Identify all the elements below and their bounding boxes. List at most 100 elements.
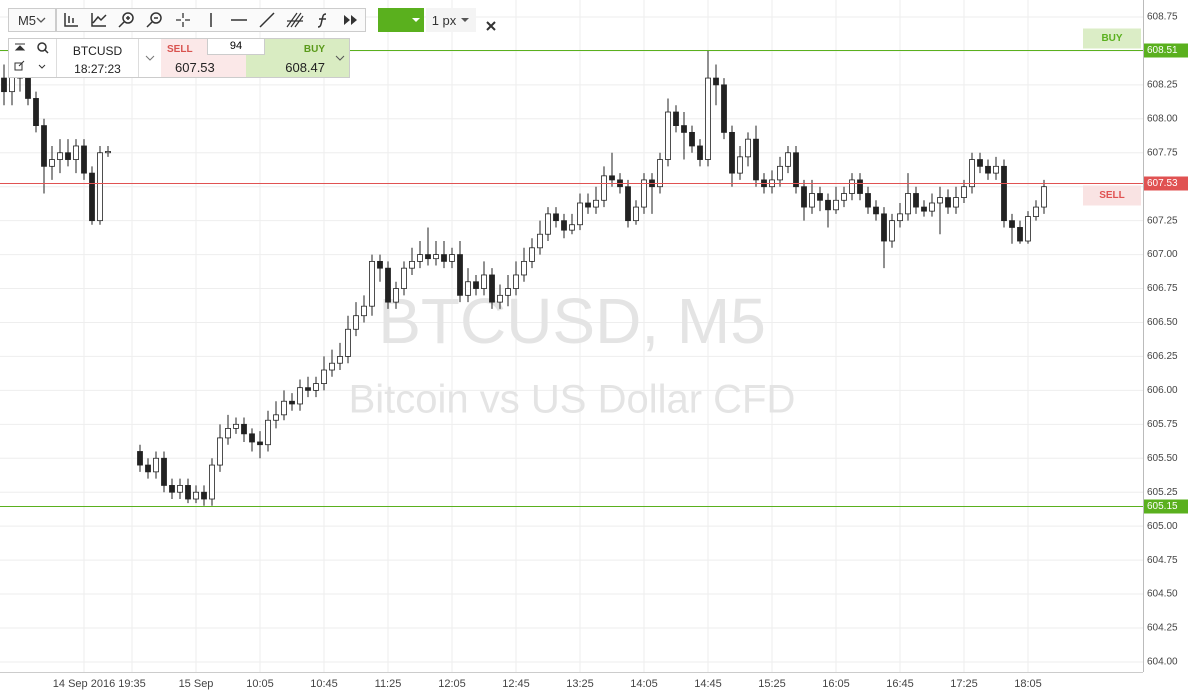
- candle-body: [521, 260, 527, 276]
- candle-body: [817, 193, 823, 201]
- x-tick-label: 10:45: [310, 678, 338, 690]
- y-tick-label: 607.75: [1147, 147, 1178, 158]
- y-tick-label: 604.75: [1147, 555, 1178, 566]
- candle-body: [961, 186, 967, 198]
- candle-body: [977, 159, 983, 167]
- close-button[interactable]: [484, 19, 498, 33]
- candle-body: [177, 485, 183, 493]
- x-tick-label: 16:05: [822, 678, 850, 690]
- candle-body: [697, 145, 703, 160]
- candle-body: [1041, 186, 1047, 208]
- candle-body: [89, 172, 95, 222]
- tool-icon[interactable]: [257, 11, 277, 29]
- candle-body: [609, 175, 615, 181]
- x-tick-label: 16:45: [886, 678, 914, 690]
- tool-icon[interactable]: [89, 11, 109, 29]
- tool-icon[interactable]: [61, 11, 81, 29]
- candle-body: [41, 125, 47, 167]
- tool-group: [56, 8, 366, 32]
- tool-icon[interactable]: [229, 11, 249, 29]
- candle-body: [785, 152, 791, 167]
- y-tick-label: 607.00: [1147, 249, 1178, 260]
- y-tick-label: 605.00: [1147, 521, 1178, 532]
- candle-body: [729, 131, 735, 174]
- candle-body: [433, 254, 439, 260]
- candle-body: [353, 315, 359, 330]
- level-price-box: [1144, 499, 1188, 514]
- caret: [145, 55, 155, 61]
- candle-body: [889, 220, 895, 242]
- candle-body: [825, 199, 831, 211]
- candle-body: [465, 281, 471, 296]
- tool-icon[interactable]: [201, 11, 221, 29]
- watermark-subtitle: Bitcoin vs US Dollar CFD: [349, 378, 796, 422]
- candle-body: [985, 165, 991, 174]
- level-tag-box: [1083, 28, 1141, 49]
- symbol-box: BTCUSD 18:27:23: [57, 39, 139, 77]
- tool-icon[interactable]: [341, 11, 361, 29]
- axis-panel: [1143, 0, 1188, 694]
- candle-body: [377, 260, 383, 269]
- candle-body: [641, 179, 647, 208]
- candle-body: [665, 111, 671, 160]
- level-price-box: [1144, 43, 1188, 58]
- y-tick-label: 606.00: [1147, 385, 1178, 396]
- sell-caret[interactable]: [139, 39, 161, 77]
- candle-body: [81, 145, 87, 174]
- y-tick-label: 604.50: [1147, 589, 1178, 600]
- candle-body: [777, 165, 783, 181]
- candle-body: [529, 247, 535, 262]
- candle-body: [705, 77, 711, 160]
- candle-body: [849, 179, 855, 194]
- y-tick-label: 608.75: [1147, 12, 1178, 23]
- y-tick-label: 606.75: [1147, 283, 1178, 294]
- x-tick-label: 14:45: [694, 678, 722, 690]
- candle-body: [97, 152, 103, 222]
- candle-body: [545, 213, 551, 235]
- buy-caret[interactable]: [331, 39, 349, 77]
- candle-body: [873, 206, 879, 215]
- candle-body: [753, 138, 759, 181]
- timeframe-select[interactable]: M5: [8, 8, 56, 32]
- candle-body: [201, 491, 207, 500]
- candle-body: [361, 305, 367, 317]
- candle-body: [497, 294, 503, 303]
- candle-body: [681, 125, 687, 133]
- ticket-icons[interactable]: [9, 39, 57, 77]
- y-tick-label: 608.25: [1147, 80, 1178, 91]
- tool-icon[interactable]: [145, 11, 165, 29]
- trade-ticket: BTCUSD 18:27:23 SELL 607.53 BUY 608.47 9…: [8, 38, 350, 78]
- y-tick-label: 605.75: [1147, 419, 1178, 430]
- tool-icon[interactable]: [173, 11, 193, 29]
- candle-body: [393, 288, 399, 303]
- line-width-select[interactable]: 1 px: [426, 8, 476, 32]
- candle-body: [409, 260, 415, 269]
- candle-body: [793, 152, 799, 188]
- candle-body: [33, 98, 39, 127]
- buy-button[interactable]: BUY 608.47: [246, 39, 331, 77]
- candle-body: [481, 274, 487, 289]
- buy-label: BUY: [303, 44, 325, 55]
- candle-body: [809, 193, 815, 208]
- candle-body: [57, 152, 63, 160]
- candle-body: [657, 159, 663, 188]
- candle-body: [249, 433, 255, 443]
- candle-body: [945, 197, 951, 208]
- tool-icon[interactable]: [117, 11, 137, 29]
- caret: [36, 17, 46, 23]
- candle-body: [25, 77, 31, 99]
- quantity[interactable]: 94: [207, 38, 265, 55]
- candle-body: [1033, 206, 1039, 217]
- timeframe: M5: [17, 12, 37, 28]
- candle-body: [561, 220, 567, 231]
- color-select[interactable]: [378, 8, 424, 32]
- sell-label: SELL: [167, 44, 193, 55]
- candle-body: [569, 224, 575, 231]
- candle-body: [905, 193, 911, 215]
- tool-icon[interactable]: [285, 11, 305, 29]
- tool-icon[interactable]: [313, 11, 333, 29]
- y-tick-label: 605.50: [1147, 453, 1178, 464]
- candle-body: [593, 199, 599, 208]
- candle-body: [49, 159, 55, 167]
